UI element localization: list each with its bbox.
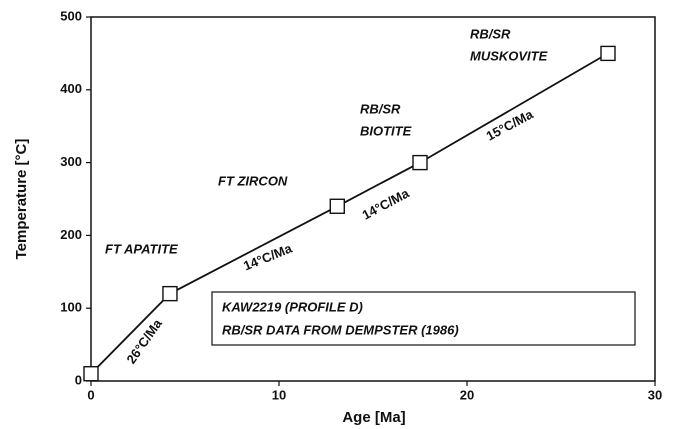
- point-marker: [83, 366, 99, 382]
- plot-frame: [90, 16, 656, 382]
- slope-label: 15°C/Ma: [484, 106, 537, 143]
- point-marker: [412, 154, 428, 171]
- info-text: KAW2219 (PROFILE D): [222, 299, 363, 314]
- annotation: MUSKOVITE: [470, 48, 548, 63]
- point-marker: [329, 198, 345, 214]
- point-marker: [162, 285, 178, 302]
- y-tick-label: 500: [60, 8, 82, 23]
- y-tick-label: 0: [75, 372, 82, 387]
- annotation: RB/SR: [360, 101, 401, 116]
- info-box: [211, 291, 636, 346]
- point-marker: [600, 45, 616, 62]
- info-text: RB/SR DATA FROM DEMPSTER (1986): [222, 322, 459, 337]
- y-tick-label: 200: [60, 227, 82, 242]
- y-axis-label: Temperature [°C]: [13, 139, 30, 260]
- x-tick-label: 30: [648, 387, 662, 402]
- annotation: BIOTITE: [360, 123, 412, 138]
- annotation: RB/SR: [470, 26, 511, 41]
- x-axis-label: Age [Ma]: [342, 409, 405, 426]
- y-tick-label: 400: [60, 81, 82, 96]
- y-tick-label: 300: [60, 154, 82, 169]
- x-tick-label: 20: [460, 387, 474, 402]
- x-tick-label: 0: [87, 387, 94, 402]
- annotation: FT APATITE: [105, 241, 178, 256]
- slope-label: 26°C/Ma: [123, 316, 165, 367]
- slope-label: 14°C/Ma: [241, 240, 294, 273]
- annotation: FT ZIRCON: [218, 173, 288, 188]
- y-tick-label: 100: [60, 300, 82, 315]
- x-tick-label: 10: [272, 387, 286, 402]
